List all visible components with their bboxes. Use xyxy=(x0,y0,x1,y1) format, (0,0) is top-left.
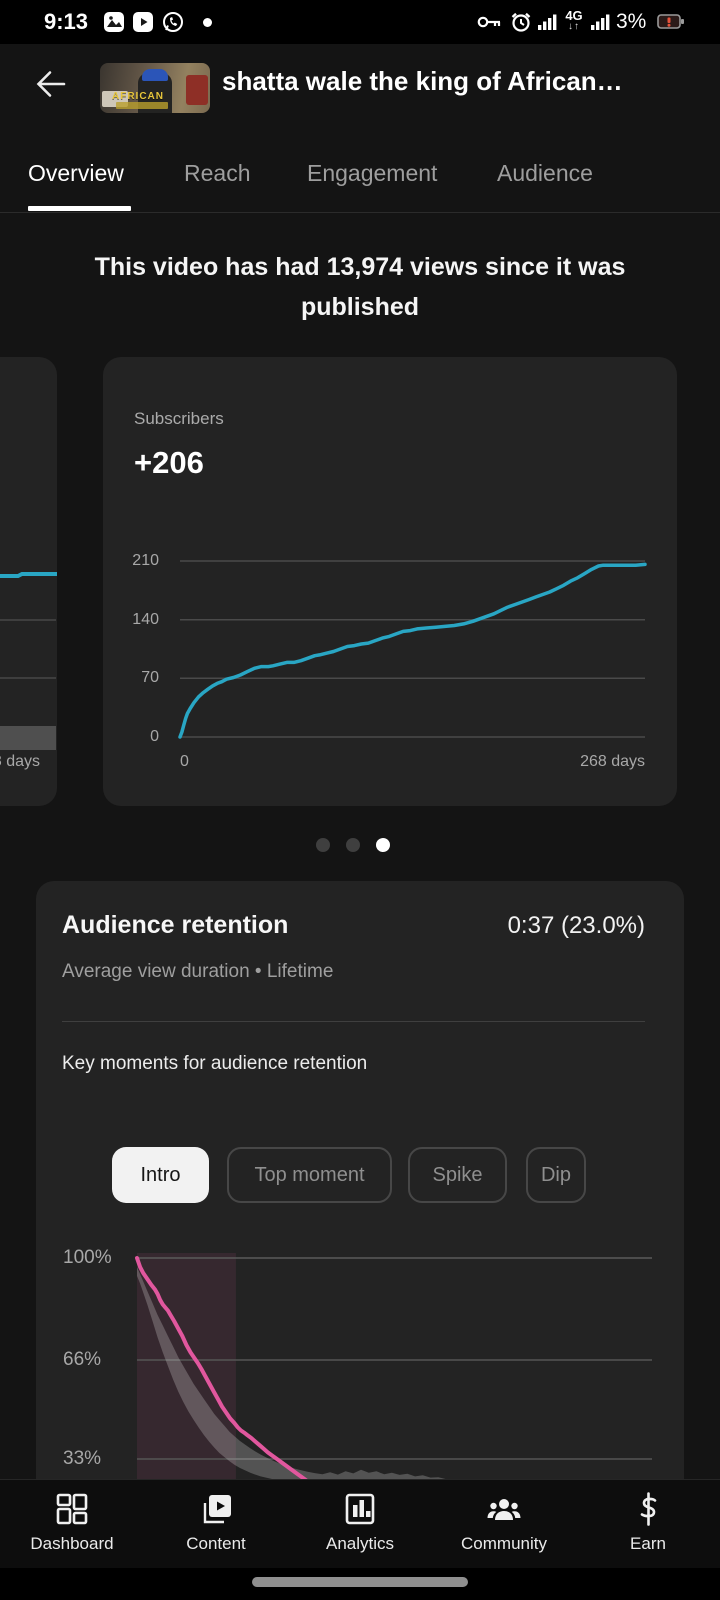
chip-spike[interactable]: Spike xyxy=(408,1147,507,1203)
nav-dashboard[interactable]: Dashboard xyxy=(0,1479,144,1568)
key-icon xyxy=(477,16,501,28)
nav-content-label: Content xyxy=(186,1534,246,1553)
subs-ytick-210: 210 xyxy=(132,552,159,569)
tab-divider xyxy=(0,212,720,213)
analytics-icon xyxy=(345,1493,375,1525)
retention-divider xyxy=(62,1021,645,1022)
dashboard-icon xyxy=(56,1493,88,1525)
carousel-card-previous[interactable]: 68 days xyxy=(0,357,57,806)
tab-engagement[interactable]: Engagement xyxy=(307,160,438,186)
ret-ytick-100: 100% xyxy=(63,1247,112,1268)
nav-earn-label: Earn xyxy=(630,1534,666,1553)
active-tab-underline xyxy=(28,206,131,211)
previous-card-x-label: 68 days xyxy=(0,753,41,770)
subscribers-count: +206 xyxy=(134,445,204,480)
chip-dip[interactable]: Dip xyxy=(526,1147,586,1203)
thumbnail-cap xyxy=(142,69,168,81)
subs-ytick-70: 70 xyxy=(141,669,159,686)
nav-analytics[interactable]: Analytics xyxy=(288,1479,432,1568)
nav-content[interactable]: Content xyxy=(144,1479,288,1568)
retention-chart xyxy=(135,1253,652,1479)
subscribers-chart xyxy=(178,560,647,739)
retention-subtitle: Average view duration • Lifetime xyxy=(62,961,334,982)
video-title: shatta wale the king of African… xyxy=(222,66,623,96)
subs-ytick-140: 140 xyxy=(132,611,159,628)
network-type-indicator: 4G ↓↑ xyxy=(563,9,585,32)
ret-ytick-33: 33% xyxy=(63,1448,102,1469)
retention-value: 0:37 (23.0%) xyxy=(507,912,645,939)
carousel-dot-1[interactable] xyxy=(316,838,330,852)
content-icon xyxy=(203,1495,231,1524)
ret-ytick-66: 66% xyxy=(63,1349,102,1370)
subs-xtick-end: 268 days xyxy=(580,753,645,770)
nav-community-label: Community xyxy=(461,1534,547,1553)
status-bar: 9:13 4G ↓↑ xyxy=(0,0,720,44)
audience-retention-card: Audience retention 0:37 (23.0%) Average … xyxy=(36,881,684,1479)
carousel-dot-3-active[interactable] xyxy=(376,838,390,852)
data-arrows-icon: ↓↑ xyxy=(568,21,580,32)
nav-earn[interactable]: Earn xyxy=(576,1479,720,1568)
tab-reach[interactable]: Reach xyxy=(184,160,251,186)
chip-spike-label: Spike xyxy=(432,1163,483,1186)
thumbnail-caption: AFRICAN xyxy=(112,91,164,102)
alarm-icon xyxy=(511,12,531,32)
network-type-label: 4G xyxy=(565,8,583,23)
chip-top-moment-label: Top moment xyxy=(254,1163,365,1186)
youtube-notification-icon xyxy=(133,12,153,32)
carousel-dot-2[interactable] xyxy=(346,838,360,852)
chip-intro[interactable]: Intro xyxy=(112,1147,209,1203)
earn-icon xyxy=(640,1492,657,1526)
key-moments-label: Key moments for audience retention xyxy=(62,1053,368,1074)
back-button[interactable] xyxy=(34,68,68,100)
chip-dip-label: Dip xyxy=(540,1163,571,1186)
status-time: 9:13 xyxy=(44,9,89,34)
previous-card-chart xyxy=(0,572,57,750)
chip-top-moment[interactable]: Top moment xyxy=(227,1147,392,1203)
subscribers-card-label: Subscribers xyxy=(134,409,224,428)
signal-bars-icon-1 xyxy=(538,14,557,30)
chip-intro-label: Intro xyxy=(140,1163,181,1186)
signal-bars-icon-2 xyxy=(591,14,610,30)
subs-xtick-start: 0 xyxy=(180,753,189,770)
whatsapp-notification-icon xyxy=(163,12,183,32)
gallery-notification-icon xyxy=(104,12,124,32)
retention-title: Audience retention xyxy=(62,911,289,939)
battery-percent: 3% xyxy=(616,10,647,33)
battery-low-icon xyxy=(657,14,684,29)
tab-audience[interactable]: Audience xyxy=(497,160,593,186)
tab-overview[interactable]: Overview xyxy=(28,160,124,186)
thumbnail-background-detail-2 xyxy=(186,75,208,105)
notification-dot xyxy=(203,18,212,27)
nav-community[interactable]: Community xyxy=(432,1479,576,1568)
subs-ytick-0: 0 xyxy=(150,728,159,745)
home-indicator[interactable] xyxy=(252,1577,468,1587)
community-icon xyxy=(487,1499,521,1520)
nav-analytics-label: Analytics xyxy=(325,1534,395,1553)
nav-dashboard-label: Dashboard xyxy=(30,1534,114,1553)
video-thumbnail: AFRICAN xyxy=(100,63,210,113)
views-headline: This video has had 13,974 views since it… xyxy=(94,253,626,321)
subscribers-card[interactable]: Subscribers +206 210 140 70 0 0 268 days xyxy=(103,357,677,806)
thumbnail-caption-line2 xyxy=(116,102,168,109)
